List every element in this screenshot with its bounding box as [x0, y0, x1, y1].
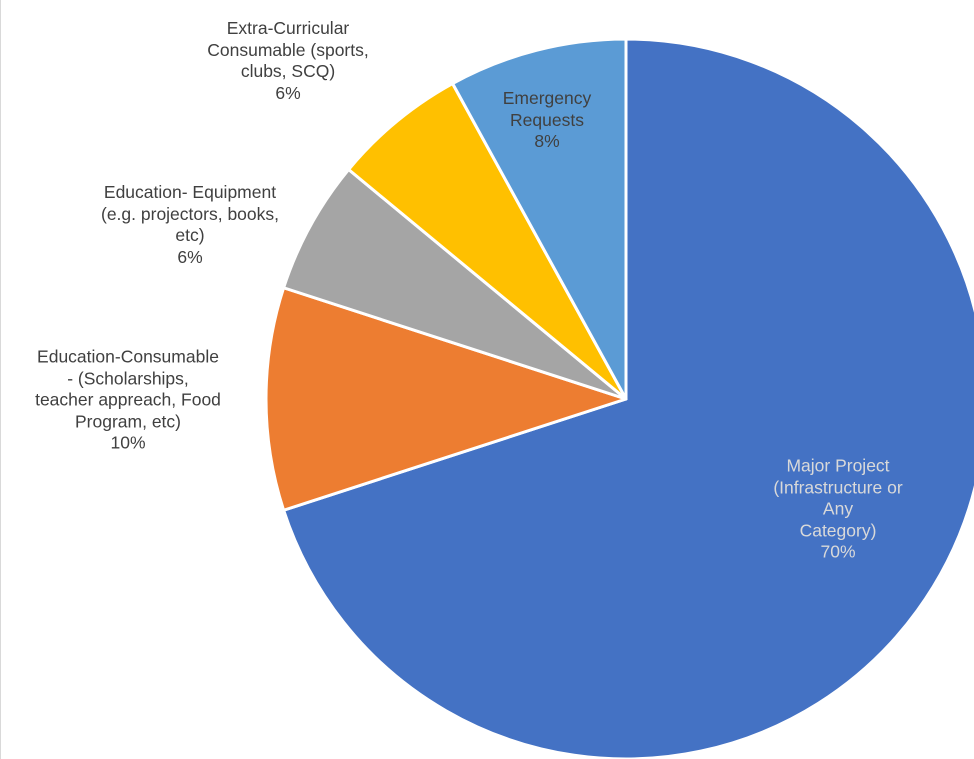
data-label-name: Emergency Requests — [502, 87, 592, 130]
data-label-value: 6% — [177, 246, 203, 267]
data-label-value: 6% — [275, 82, 301, 103]
pie-slice-emergency-requests — [451, 37, 628, 401]
data-label-major-project: Major Project (Infrastructure or Any Cat… — [770, 455, 906, 563]
data-label-name: Extra-Curricular Consumable (sports, clu… — [207, 18, 369, 81]
pie-slice-education-consumable — [264, 286, 628, 512]
pie-slice-education-equipment — [282, 168, 628, 401]
data-label-education-consumable: Education-Consumable - (Scholarships, te… — [35, 346, 221, 454]
data-label-value: 70% — [820, 541, 856, 562]
pie-slice-major-project — [282, 37, 974, 759]
left-border — [0, 0, 1, 759]
data-label-value: 8% — [534, 130, 560, 151]
pie-slice-extra-curricular — [347, 82, 628, 401]
data-label-extra-curricular: Extra-Curricular Consumable (sports, clu… — [207, 18, 368, 104]
data-label-emergency-requests: Emergency Requests 8% — [503, 88, 592, 153]
data-label-education-equipment: Education- Equipment (e.g. projectors, b… — [101, 182, 279, 268]
data-label-value: 10% — [110, 432, 146, 453]
data-label-name: Education-Consumable - (Scholarships, te… — [35, 346, 221, 431]
data-label-name: Major Project (Infrastructure or Any Cat… — [773, 455, 903, 540]
data-label-name: Education- Equipment (e.g. projectors, b… — [101, 182, 279, 245]
